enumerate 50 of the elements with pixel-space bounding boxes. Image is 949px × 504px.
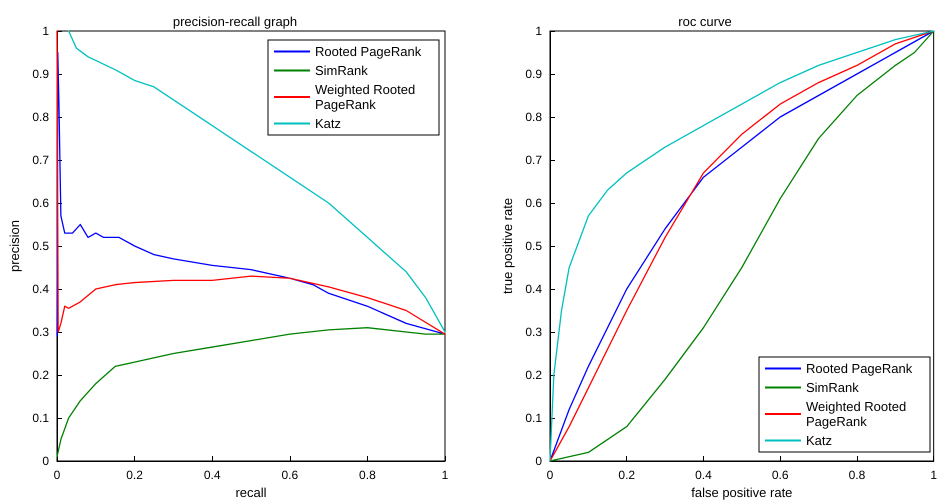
x-tick-label: 0 (546, 468, 554, 482)
legend-label: Weighted Rooted PageRank (315, 82, 419, 112)
legend-label: Katz (315, 116, 342, 131)
y-tick-label: 0.6 (32, 196, 50, 210)
x-axis-title: recall (235, 484, 267, 500)
x-tick-label: 1 (442, 468, 449, 482)
y-tick-label: 0.8 (32, 110, 50, 124)
y-axis-title: precision (7, 220, 22, 272)
y-tick-label: 0.1 (32, 411, 50, 425)
y-tick-label: 0.7 (32, 153, 50, 167)
x-tick-label: 0.4 (204, 468, 221, 482)
x-tick-label: 0.2 (618, 468, 636, 482)
legend-label: Katz (806, 433, 832, 448)
y-tick-label: 1 (42, 24, 50, 38)
legend-label: Weighted Rooted PageRank (806, 399, 910, 429)
x-tick-label: 0.8 (848, 468, 866, 482)
x-tick-label: 0 (54, 468, 61, 482)
x-tick-label: 0.6 (772, 468, 789, 482)
y-axis-title: true positive rate (500, 198, 515, 294)
y-tick-label: 0.4 (32, 282, 50, 296)
y-tick-label: 0.2 (32, 368, 50, 382)
y-tick-label: 0.8 (525, 110, 542, 124)
legend-label: Rooted PageRank (806, 361, 913, 376)
chart-title: precision-recall graph (172, 14, 298, 29)
y-tick-label: 0.5 (525, 239, 542, 253)
y-tick-label: 0.9 (525, 67, 542, 81)
legend-label: Rooted PageRank (315, 44, 422, 59)
y-tick-label: 0.4 (525, 282, 542, 296)
legend-label: SimRank (806, 380, 860, 395)
x-axis-title: false positive rate (691, 484, 792, 500)
y-tick-label: 0.5 (32, 239, 50, 253)
y-tick-label: 1 (535, 24, 542, 38)
y-tick-label: 0.3 (525, 325, 542, 339)
y-tick-label: 0.7 (525, 153, 542, 167)
x-tick-label: 0.6 (281, 468, 298, 482)
x-tick-label: 0.2 (126, 468, 144, 482)
x-tick-label: 0.8 (359, 468, 376, 482)
y-tick-label: 0.2 (525, 368, 542, 382)
chart-title: roc curve (678, 14, 732, 29)
x-tick-label: 1 (930, 468, 938, 482)
y-tick-label: 0.6 (525, 196, 542, 210)
y-tick-label: 0.3 (32, 325, 50, 339)
legend-label: SimRank (315, 63, 368, 78)
y-tick-label: 0.9 (32, 67, 50, 81)
y-tick-label: 0 (42, 454, 50, 468)
line-series (549, 30, 934, 462)
line-series (56, 327, 446, 458)
y-tick-label: 0.1 (525, 411, 542, 425)
x-tick-label: 0.4 (695, 468, 712, 482)
y-tick-label: 0 (535, 454, 542, 468)
